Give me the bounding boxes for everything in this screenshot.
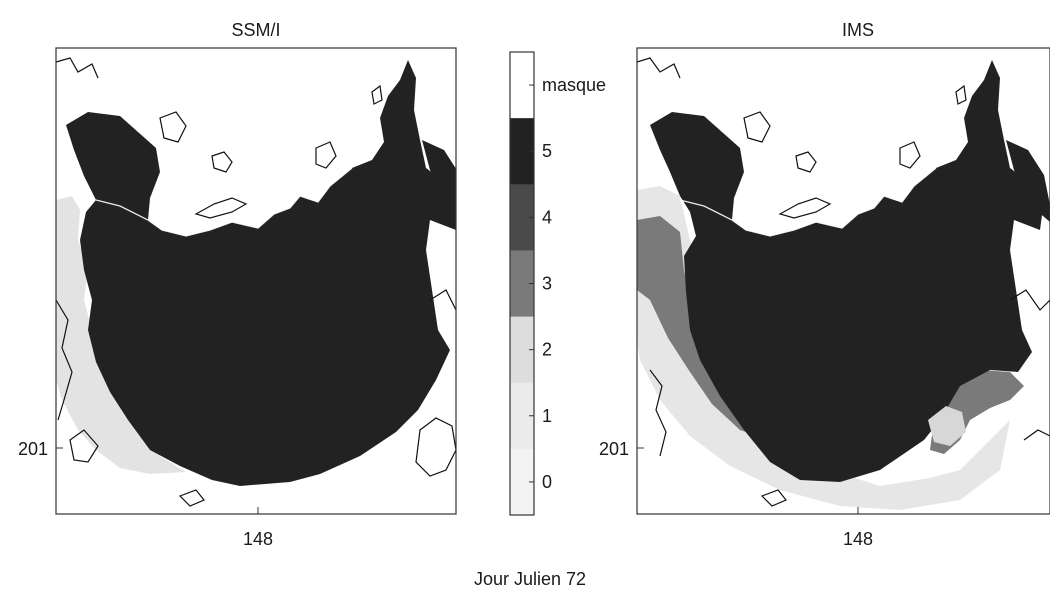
figure-caption: Jour Julien 72 [474,569,586,589]
panel-ssmi: SSM/I [18,20,457,549]
dark-ice-region [650,60,1044,482]
map-ims [637,48,1050,514]
y-tick-ssmi: 201 [18,439,48,459]
colorbar: masque 5 4 3 2 1 0 [509,51,606,516]
coastlines [637,57,1050,507]
coastlines [56,57,456,507]
dark-ice-lobe [422,140,456,214]
colorbar-label-2: 2 [542,340,552,360]
light-patch [928,406,966,446]
light-ice-region [56,196,186,474]
panel-ims: IMS [599,20,1050,549]
y-tick-ims: 201 [599,439,629,459]
colorbar-label-3: 3 [542,274,552,294]
light-ice-region [637,186,1010,510]
map-frame-ssmi [55,47,457,515]
map-ssmi [56,48,456,514]
x-tick-ssmi: 148 [243,529,273,549]
x-tick-ims: 148 [843,529,873,549]
panel-title-ims: IMS [842,20,874,40]
colorbar-label-5: 5 [542,141,552,161]
panel-title-ssmi: SSM/I [231,20,280,40]
mid-ice-region [637,216,770,440]
dark-ice-region [66,60,456,486]
colorbar-label-masque: masque [542,75,606,95]
colorbar-label-0: 0 [542,472,552,492]
colorbar-label-1: 1 [542,406,552,426]
map-frame-ims [636,47,1050,515]
colorbar-label-4: 4 [542,207,552,227]
